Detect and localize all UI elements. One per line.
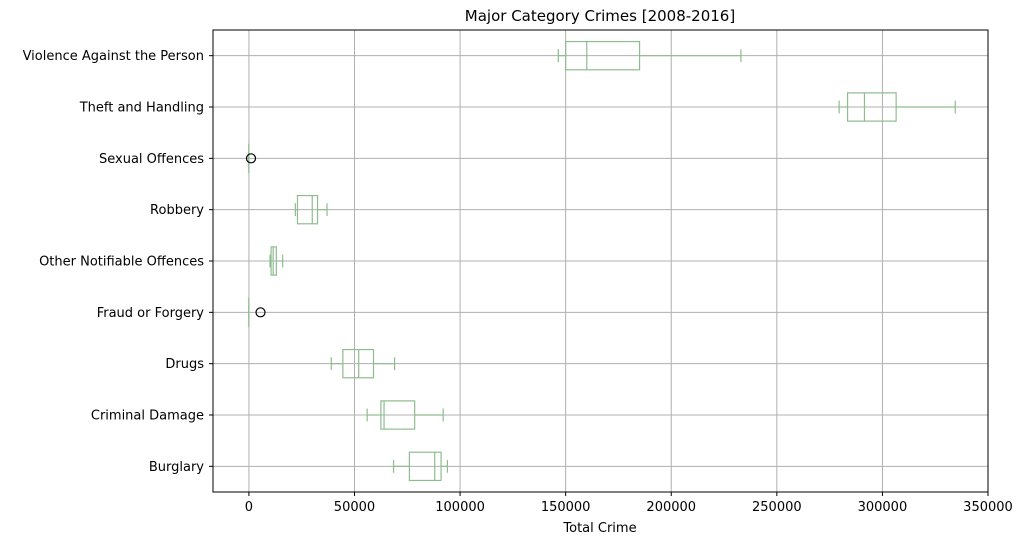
- y-tick-label: Violence Against the Person: [23, 49, 204, 64]
- y-tick-label: Fraud or Forgery: [97, 306, 205, 321]
- x-tick-label: 100000: [435, 500, 485, 515]
- chart-title: Major Category Crimes [2008-2016]: [465, 7, 735, 25]
- x-tick-label: 250000: [752, 500, 802, 515]
- y-tick-label: Criminal Damage: [91, 409, 204, 424]
- box-group: [294, 194, 328, 225]
- iqr-box: [565, 40, 641, 71]
- y-tick-label: Other Notifiable Offences: [39, 255, 204, 270]
- x-tick-label: 200000: [646, 500, 696, 515]
- box-group: [838, 92, 956, 122]
- outlier-point: [245, 153, 257, 164]
- box-layer: [245, 40, 956, 482]
- y-tick-label: Burglary: [149, 460, 204, 475]
- x-axis-label: Total Crime: [562, 521, 636, 536]
- iqr-box: [296, 194, 319, 225]
- x-tick-label: 350000: [963, 500, 1013, 515]
- x-tick-label: 150000: [541, 500, 591, 515]
- iqr-box: [846, 92, 897, 122]
- box-group: [557, 40, 742, 71]
- plot-frame: [212, 29, 989, 493]
- box-group: [245, 143, 257, 174]
- box-group: [330, 348, 396, 379]
- outlier-point: [255, 307, 266, 318]
- y-tick-label: Sexual Offences: [99, 152, 204, 167]
- x-tick-label: 50000: [334, 500, 375, 515]
- box-group: [392, 451, 449, 482]
- x-tick-label: 300000: [858, 500, 908, 515]
- iqr-box: [380, 400, 416, 430]
- y-tick-label: Robbery: [150, 203, 204, 218]
- box-group: [248, 297, 266, 328]
- iqr-box: [408, 451, 442, 482]
- axis-layer: Violence Against the Person Theft and Han…: [23, 29, 1013, 515]
- y-tick-label: Drugs: [165, 357, 204, 372]
- box-group: [366, 400, 444, 430]
- x-tick-label: 0: [245, 500, 253, 515]
- y-tick-label: Theft and Handling: [79, 101, 204, 116]
- grid-layer: [213, 30, 989, 492]
- box-group: [269, 246, 284, 276]
